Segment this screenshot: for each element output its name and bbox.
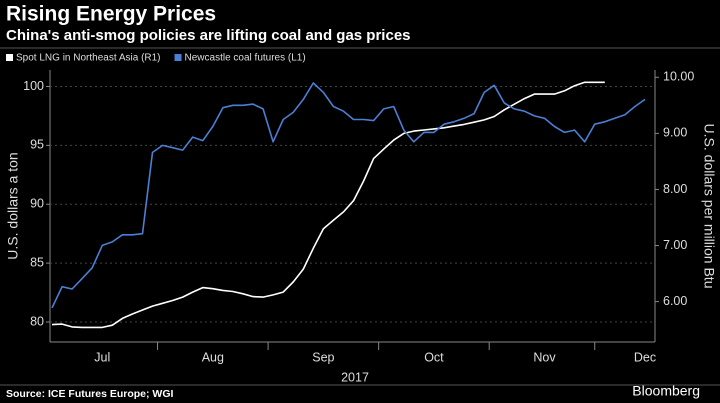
y2-axis-title: U.S. dollars per million Btu [701,124,717,289]
y2-tick-label: 7.00 [663,238,687,252]
chart-title: Rising Energy Prices [6,3,216,26]
x-tick-label: Aug [202,350,224,364]
x-tick-label: Dec [634,350,656,364]
legend-label: Spot LNG in Northeast Asia (R1) [16,53,161,64]
y2-tick-label: 10.00 [663,70,694,84]
y-axis-title: U.S. dollars a ton [5,152,21,259]
legend-swatch [6,54,13,61]
legend-swatch [174,54,182,61]
chart-subtitle: China's anti-smog policies are lifting c… [6,27,411,44]
y-tick-label: 90 [30,197,44,211]
series-line [51,81,605,329]
series-line [51,82,646,309]
credit: Bloomberg [632,383,700,399]
legend-label: Newcastle coal futures (L1) [185,53,306,64]
y2-tick-label: 9.00 [663,126,687,140]
y-tick-label: 80 [30,314,44,328]
x-tick-label: Jul [94,350,110,364]
y-tick-label: 85 [30,255,44,269]
x-tick-label: Sep [312,350,334,364]
y-tick-label: 95 [30,138,44,152]
x-tick-label: Nov [533,350,556,364]
y-tick-label: 100 [23,79,44,93]
x-tick-label: Oct [424,350,444,364]
source: Source: ICE Futures Europe; WGI [6,388,174,400]
x-axis-title: 2017 [341,370,369,384]
y2-tick-label: 8.00 [663,182,687,196]
y2-tick-label: 6.00 [663,294,687,308]
